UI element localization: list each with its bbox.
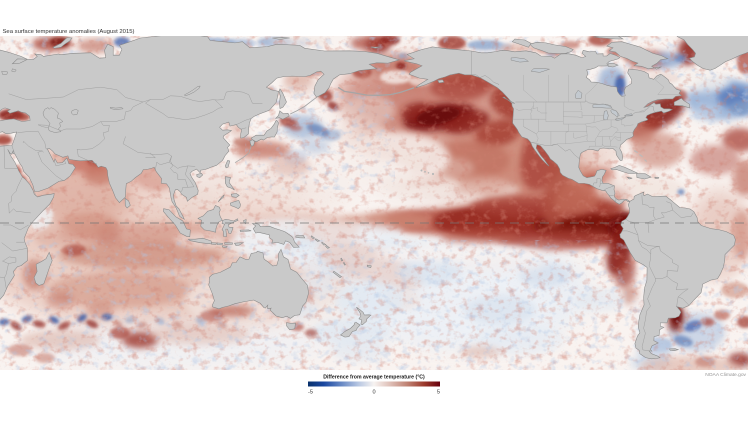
svg-text:Difference from average temper: Difference from average temperature (°C) [323, 375, 425, 381]
svg-text:0: 0 [372, 390, 375, 396]
svg-text:NOAA Climate.gov: NOAA Climate.gov [705, 372, 746, 378]
svg-text:Sea surface temperature anomal: Sea surface temperature anomalies (Augus… [3, 29, 135, 35]
svg-text:5: 5 [437, 390, 440, 396]
svg-text:-5: -5 [308, 390, 313, 396]
